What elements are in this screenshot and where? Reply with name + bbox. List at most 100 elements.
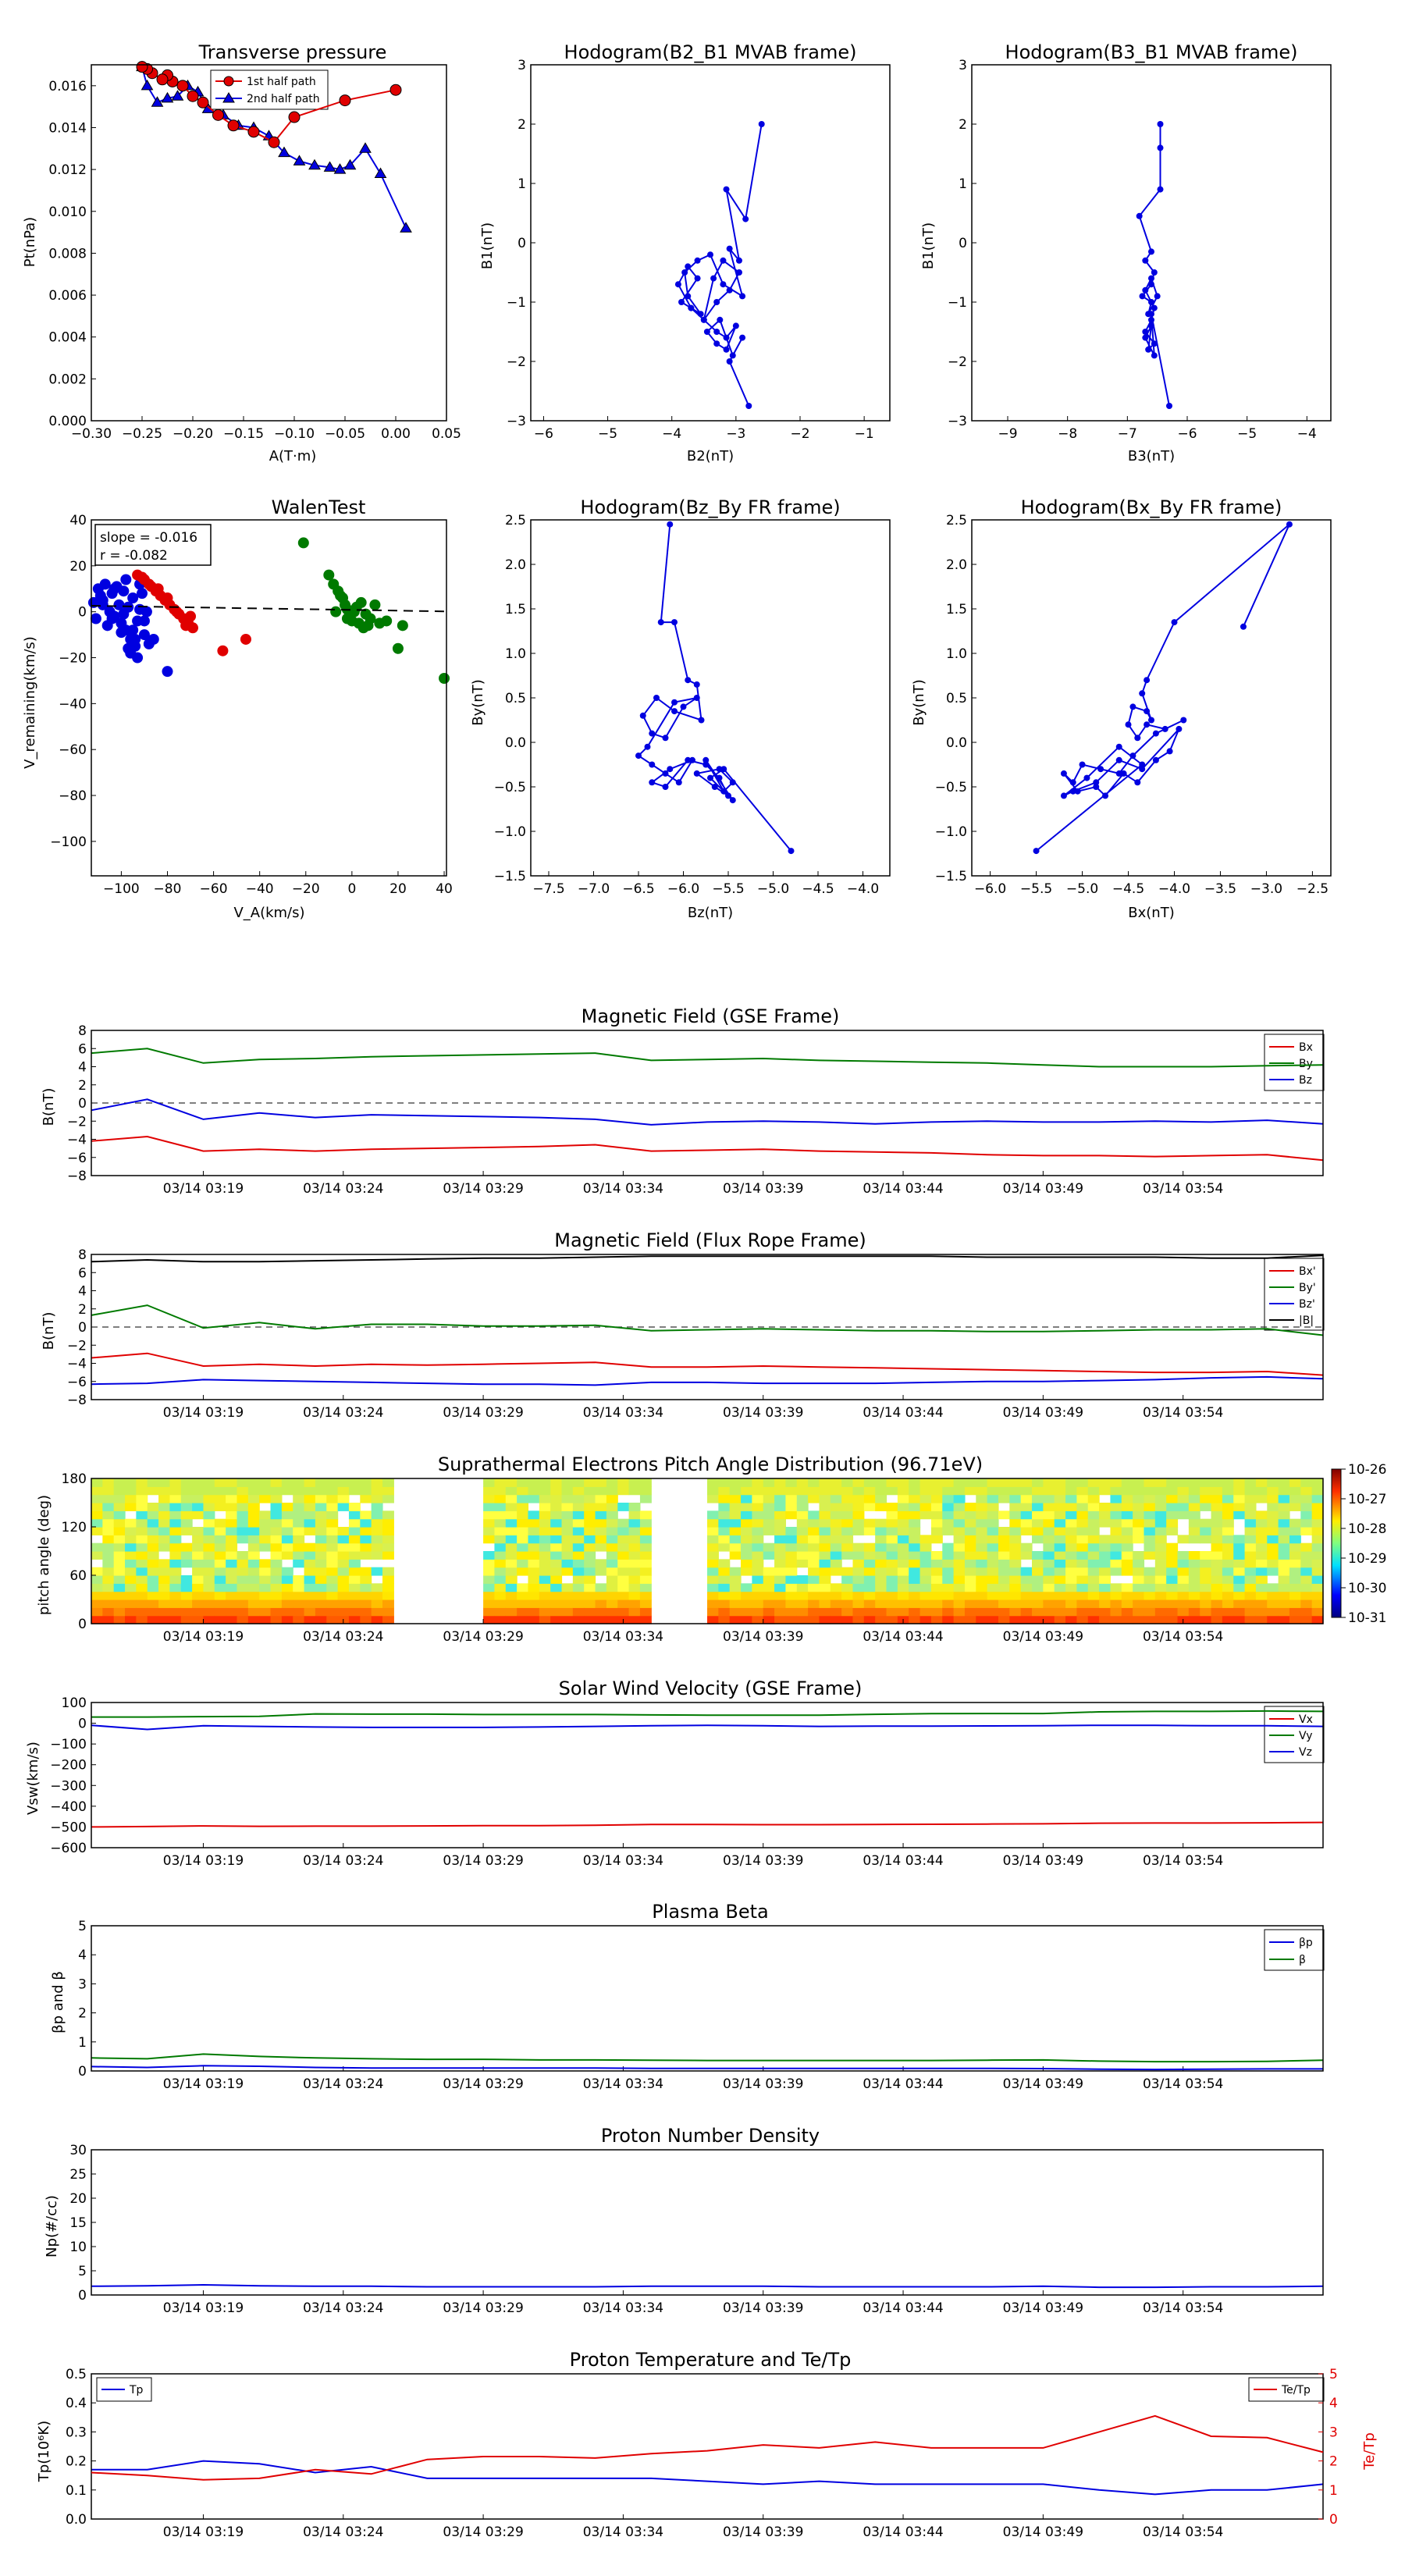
t3-cell [214,1527,226,1535]
t3-cell [1244,1583,1257,1592]
t3-cell [1211,1478,1223,1487]
p6-point [1148,717,1154,724]
t3-cell [483,1518,496,1528]
p3-point [1166,403,1172,409]
t4-xtick-label: 03/14 03:19 [163,1853,244,1869]
t3-cell [953,1575,966,1584]
t3-cell [91,1607,103,1617]
t5-series-β [91,2053,1324,2063]
t3-cell [1188,1503,1200,1511]
t3-cell [595,1591,607,1600]
t3-cell [561,1494,574,1503]
p6-line [1035,523,1290,852]
t3-cell [729,1535,742,1544]
t3-cell [113,1607,126,1617]
t3-cell [1065,1607,1077,1617]
t3-cell [1300,1567,1313,1576]
t3-cell [987,1591,999,1600]
t3-cell [1133,1575,1145,1584]
t3-cell [819,1527,831,1535]
t3-cell [1009,1567,1022,1576]
t1-legend-by: By [1299,1058,1313,1070]
t3-colorbar [1331,1468,1342,1618]
t3-cell [203,1583,215,1592]
t3-cell [382,1575,394,1584]
p1-series-1st-marker [247,126,260,138]
t3-cell [752,1527,764,1535]
p2-ytick-label: −2 [507,354,526,370]
t3-cell [147,1599,159,1608]
t3-cell [1154,1478,1167,1487]
t7-xtick-label: 03/14 03:54 [1143,2524,1223,2540]
t3-cell [1043,1542,1055,1552]
t3-cell [1076,1503,1089,1511]
t3-cell [1133,1478,1145,1487]
t3-cell [707,1591,719,1600]
t3-cell [752,1535,764,1544]
t3-cell [1076,1478,1089,1487]
t3-cell [326,1567,339,1576]
t3-cell [1311,1575,1324,1584]
t3-cell [147,1607,159,1617]
p3-point [1148,299,1154,305]
p4-point-blue [130,633,141,645]
t3-cell [1076,1486,1089,1496]
t3-cell [1154,1567,1167,1576]
t3-cell [919,1575,932,1584]
t3-cell [572,1567,585,1576]
p4-point-green [369,599,381,610]
p1-xtick-label: −0.20 [173,426,213,442]
t3-cell [976,1486,988,1496]
t3-cell [1144,1518,1156,1528]
t3-cell [315,1535,327,1544]
t3-cell [1255,1551,1268,1560]
t3-cell [852,1510,865,1520]
t3-cell [539,1551,551,1560]
t3-cell [1087,1542,1100,1552]
t3-cell [1065,1559,1077,1568]
t3-cell [1133,1518,1145,1528]
p1-xtick-label: 0.05 [432,426,461,442]
t3-cell [1244,1527,1257,1535]
p2-point [713,329,720,335]
t3-cell [1099,1583,1112,1592]
t3-cell [584,1542,596,1552]
t3-cell [752,1591,764,1600]
p3-ytick-label: 0 [959,236,967,251]
t3-cell [572,1607,585,1617]
t3-cell [584,1535,596,1544]
t3-cell [998,1478,1010,1487]
t3-cell [1144,1494,1156,1503]
t3-cell [1009,1478,1022,1487]
t3-cell [897,1575,909,1584]
t3-cell [337,1527,350,1535]
t3-cell [1054,1478,1066,1487]
t3-cell [1076,1591,1089,1600]
t3-cell [247,1535,260,1544]
t3-cell [998,1551,1010,1560]
t3-cell [561,1567,574,1576]
p1-legend-1st: 1st half path [247,76,316,88]
t3-cell [1065,1535,1077,1544]
t3-cell [930,1535,943,1544]
t3-cell [505,1542,518,1552]
t5-xtick-label: 03/14 03:24 [303,2076,383,2092]
t3-cell [617,1551,630,1560]
t3-cell [774,1551,787,1560]
t3-ytick-label: 180 [62,1471,87,1487]
p2-xtick-label: −4 [662,426,681,442]
t3-cell [909,1535,921,1544]
t3-cell [707,1486,719,1496]
t3-cell [169,1551,182,1560]
t3-cell [808,1567,820,1576]
t3-cell [964,1486,976,1496]
t3-cell [1121,1559,1133,1568]
t3-cell [774,1591,787,1600]
p6-ytick-label: 1.5 [946,602,967,617]
t3-cell [192,1527,205,1535]
t2-ytick-label: −8 [67,1393,87,1408]
t3-cell [1020,1599,1033,1608]
t3-cell [584,1591,596,1600]
t3-cell [494,1615,507,1624]
t3-cell [1020,1510,1033,1520]
